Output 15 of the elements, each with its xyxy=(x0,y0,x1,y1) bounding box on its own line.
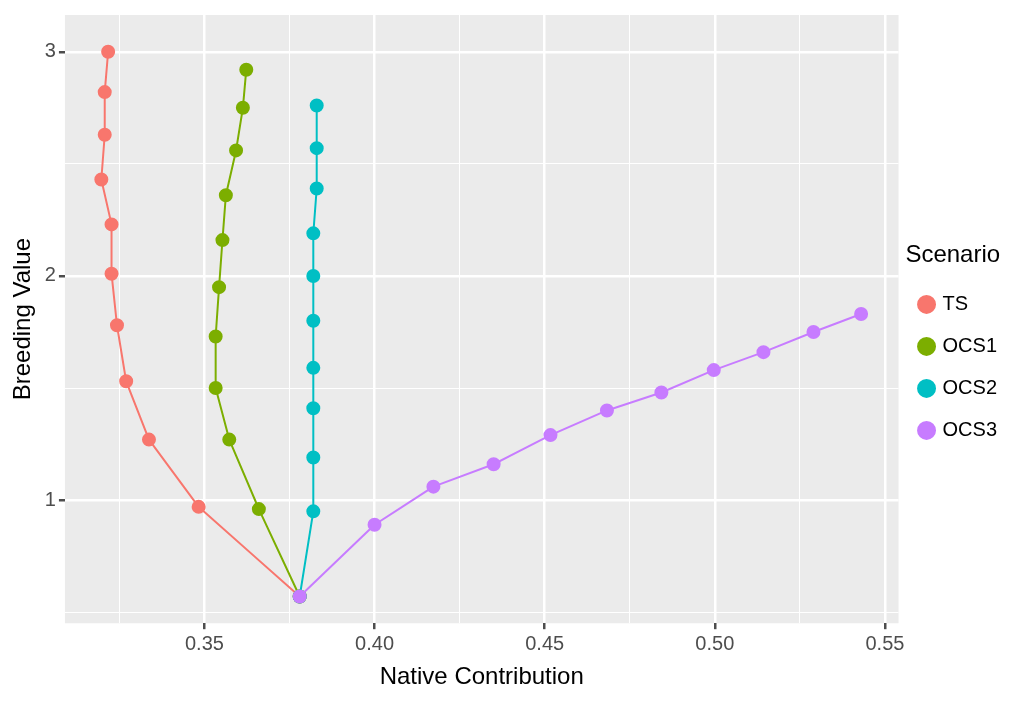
y-tick-label: 1 xyxy=(44,487,56,510)
x-tick-label: 0.55 xyxy=(865,631,905,654)
legend-label: OCS3 xyxy=(942,417,998,440)
y-tick-label: 3 xyxy=(44,39,56,62)
y-tick-label: 2 xyxy=(44,263,56,286)
legend-label: OCS1 xyxy=(942,333,998,356)
text: 0.40 xyxy=(355,631,395,654)
legend-title: Scenario xyxy=(905,240,1001,268)
legend-label: OCS2 xyxy=(942,375,998,398)
x-tick-label: 0.35 xyxy=(184,631,224,654)
text: 0.50 xyxy=(695,631,735,654)
x-tick-label: 0.45 xyxy=(525,631,565,654)
x-axis-title: Native Contribution xyxy=(379,662,584,690)
y-axis-title: Breeding Value xyxy=(8,237,36,401)
legend-label: TS xyxy=(942,291,969,314)
